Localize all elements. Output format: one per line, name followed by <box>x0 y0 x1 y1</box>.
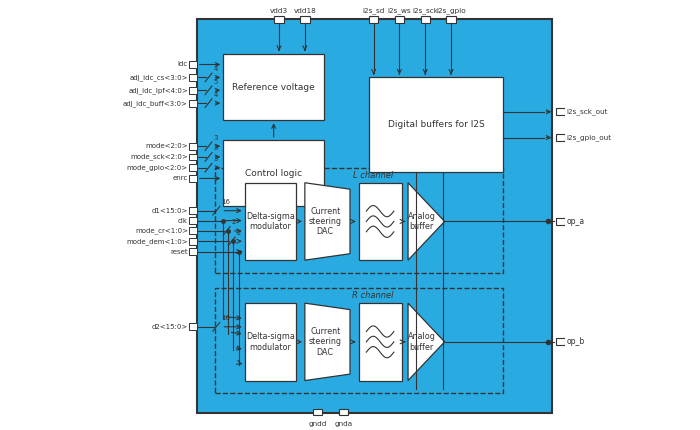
Text: i2s_sck_out: i2s_sck_out <box>566 108 608 115</box>
Text: 4: 4 <box>214 92 218 98</box>
FancyBboxPatch shape <box>189 207 197 214</box>
Text: 5: 5 <box>214 79 218 85</box>
Text: Reference voltage: Reference voltage <box>232 83 315 92</box>
Text: i2s_gpio: i2s_gpio <box>436 7 466 14</box>
Text: Current
steering
DAC: Current steering DAC <box>309 206 342 237</box>
Text: Control logic: Control logic <box>245 169 302 178</box>
FancyBboxPatch shape <box>189 100 197 107</box>
FancyBboxPatch shape <box>313 408 323 415</box>
FancyBboxPatch shape <box>189 164 197 171</box>
Text: L channel: L channel <box>353 171 393 180</box>
FancyBboxPatch shape <box>189 74 197 81</box>
Text: mode_dem<1:0>: mode_dem<1:0> <box>126 238 188 245</box>
FancyBboxPatch shape <box>189 217 197 224</box>
FancyBboxPatch shape <box>245 303 296 381</box>
Text: Delta-sigma
modulator: Delta-sigma modulator <box>246 212 295 231</box>
FancyBboxPatch shape <box>369 16 379 23</box>
FancyBboxPatch shape <box>556 218 565 225</box>
Text: 16: 16 <box>221 315 230 321</box>
Text: vdd3: vdd3 <box>270 8 288 14</box>
Text: 4: 4 <box>214 66 218 72</box>
FancyBboxPatch shape <box>447 16 456 23</box>
Text: mode_sck<2:0>: mode_sck<2:0> <box>130 154 188 160</box>
FancyBboxPatch shape <box>189 323 197 330</box>
Text: op_b: op_b <box>566 338 584 346</box>
FancyBboxPatch shape <box>189 61 197 68</box>
Text: Current
steering
DAC: Current steering DAC <box>309 327 342 357</box>
Text: op_a: op_a <box>566 217 584 226</box>
FancyBboxPatch shape <box>214 168 503 273</box>
Text: clk: clk <box>178 218 188 224</box>
Polygon shape <box>305 183 350 260</box>
FancyBboxPatch shape <box>189 87 197 94</box>
Text: Analog
buffer: Analog buffer <box>407 332 435 352</box>
FancyBboxPatch shape <box>189 238 197 245</box>
Text: i2s_gpio_out: i2s_gpio_out <box>566 134 611 141</box>
Text: vdd18: vdd18 <box>293 8 316 14</box>
Polygon shape <box>305 303 350 381</box>
Text: Delta-sigma
modulator: Delta-sigma modulator <box>246 332 295 352</box>
FancyBboxPatch shape <box>358 303 402 381</box>
Text: idc: idc <box>178 61 188 68</box>
Text: i2s_ws: i2s_ws <box>388 7 412 14</box>
FancyBboxPatch shape <box>370 77 503 172</box>
Text: 2: 2 <box>237 230 241 236</box>
Text: Analog
buffer: Analog buffer <box>407 212 435 231</box>
FancyBboxPatch shape <box>189 143 197 150</box>
Text: gnda: gnda <box>335 421 353 427</box>
Text: reset: reset <box>170 249 188 255</box>
FancyBboxPatch shape <box>223 54 324 120</box>
FancyBboxPatch shape <box>197 19 552 413</box>
FancyBboxPatch shape <box>395 16 404 23</box>
FancyBboxPatch shape <box>274 16 284 23</box>
FancyBboxPatch shape <box>189 227 197 234</box>
FancyBboxPatch shape <box>556 338 565 345</box>
Text: 3: 3 <box>214 145 218 151</box>
FancyBboxPatch shape <box>214 288 503 393</box>
Text: Digital buffers for I2S: Digital buffers for I2S <box>388 120 484 129</box>
Text: 3: 3 <box>214 156 218 162</box>
Text: d2<15:0>: d2<15:0> <box>152 324 188 330</box>
Text: R channel: R channel <box>352 292 394 300</box>
Text: mode_cr<1:0>: mode_cr<1:0> <box>135 227 188 234</box>
Text: adj_idc_lpf<4:0>: adj_idc_lpf<4:0> <box>128 87 188 94</box>
Text: d1<15:0>: d1<15:0> <box>151 208 188 214</box>
Polygon shape <box>408 183 444 260</box>
FancyBboxPatch shape <box>421 16 430 23</box>
FancyBboxPatch shape <box>339 408 349 415</box>
Polygon shape <box>408 303 444 381</box>
FancyBboxPatch shape <box>189 154 197 160</box>
Text: adj_idc_buff<3:0>: adj_idc_buff<3:0> <box>123 100 188 107</box>
FancyBboxPatch shape <box>245 183 296 260</box>
Text: adj_idc_cs<3:0>: adj_idc_cs<3:0> <box>130 74 188 81</box>
FancyBboxPatch shape <box>358 183 402 260</box>
Text: mode<2:0>: mode<2:0> <box>146 143 188 149</box>
Text: mode_gpio<2:0>: mode_gpio<2:0> <box>127 164 188 171</box>
FancyBboxPatch shape <box>556 108 565 115</box>
Text: 3: 3 <box>214 135 218 141</box>
Text: i2s_sck: i2s_sck <box>412 7 438 14</box>
Text: gndd: gndd <box>309 421 327 427</box>
Text: 16: 16 <box>221 199 230 205</box>
Text: i2s_sd: i2s_sd <box>363 7 385 14</box>
FancyBboxPatch shape <box>223 140 324 206</box>
Text: enrc: enrc <box>172 175 188 181</box>
FancyBboxPatch shape <box>556 134 565 141</box>
FancyBboxPatch shape <box>189 175 197 182</box>
FancyBboxPatch shape <box>189 248 197 255</box>
Text: 2: 2 <box>231 219 236 225</box>
FancyBboxPatch shape <box>300 16 309 23</box>
